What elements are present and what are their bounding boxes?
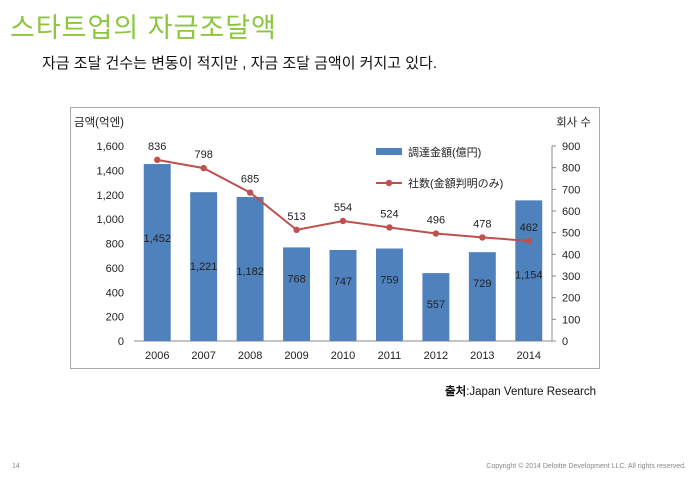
page-number: 14	[12, 463, 20, 470]
source-separator: :	[466, 386, 470, 398]
x-tick-label: 2007	[191, 350, 215, 362]
y-tick-label: 800	[106, 239, 124, 251]
y2-tick-label: 900	[562, 141, 580, 153]
bar-2006	[143, 164, 171, 341]
bar-2012	[422, 273, 450, 341]
bar-value-label: 1,154	[515, 269, 543, 281]
bar-2014	[515, 200, 543, 341]
bar-value-label: 1,452	[143, 233, 171, 245]
line-value-label: 478	[473, 218, 491, 230]
x-tick-label: 2014	[517, 350, 541, 362]
bar-value-label: 768	[287, 273, 305, 285]
legend-bar-label: 調達金額(億円)	[408, 145, 481, 159]
y-tick-label: 1,000	[96, 214, 124, 226]
x-tick-label: 2011	[378, 350, 402, 362]
x-tick-label: 2009	[284, 350, 308, 362]
y-tick-label: 1,600	[96, 141, 124, 153]
x-tick-label: 2012	[424, 350, 448, 362]
legend-line-label: 社数(金額判明のみ)	[408, 176, 503, 190]
line-value-label: 462	[520, 222, 538, 234]
legend-bar-swatch	[376, 148, 402, 155]
bar-value-label: 1,221	[190, 261, 218, 273]
copyright-notice: Copyright © 2014 Deloitte Development LL…	[486, 463, 686, 470]
bar-value-label: 759	[380, 274, 398, 286]
y2-tick-label: 200	[562, 293, 580, 305]
y2-tick-label: 300	[562, 271, 580, 283]
y2-tick-label: 600	[562, 206, 580, 218]
bar-2009	[283, 247, 311, 341]
source-text: Japan Venture Research	[469, 386, 596, 398]
line-value-label: 496	[427, 215, 445, 227]
y2-tick-label: 800	[562, 163, 580, 175]
source-note: 출처:Japan Venture Research	[445, 383, 596, 399]
line-point-2007	[200, 164, 207, 172]
line-point-2009	[293, 226, 300, 234]
bar-2013	[468, 252, 496, 341]
bar-value-label: 1,182	[236, 266, 264, 278]
bar-2007	[190, 192, 218, 341]
line-point-2014	[525, 237, 532, 245]
y2-tick-label: 0	[562, 336, 568, 348]
line-point-2011	[386, 224, 393, 231]
bar-value-label: 729	[473, 278, 491, 290]
y2-tick-label: 400	[562, 249, 580, 261]
y-tick-label: 400	[106, 287, 124, 299]
funding-chart: 금액(억엔) 회사 수 0 200 400 600 800 1,000 1,200 1,400 1,…	[74, 116, 591, 362]
y-tick-label: 1,400	[96, 165, 124, 177]
y-tick-label: 600	[106, 263, 124, 275]
y2-axis-title: 회사 수	[556, 116, 591, 129]
line-value-label: 524	[380, 208, 398, 220]
x-tick-label: 2013	[470, 350, 494, 362]
line-value-label: 798	[194, 149, 212, 161]
bar-2010	[329, 249, 357, 341]
chart-frame: 금액(억엔) 회사 수 0 200 400 600 800 1,000 1,200 1,400 1,…	[70, 107, 600, 369]
source-label: 출처	[445, 386, 467, 398]
line-point-2012	[432, 230, 440, 237]
bar-value-label: 557	[427, 299, 445, 311]
y-tick-label: 0	[118, 336, 124, 348]
line-point-2010	[339, 217, 347, 225]
y-axis-title: 금액(억엔)	[74, 116, 124, 129]
line-value-label: 513	[287, 211, 305, 223]
bar-2011	[375, 248, 403, 341]
legend-line-marker	[385, 179, 393, 187]
y2-tick-label: 700	[562, 184, 580, 196]
line-value-label: 685	[241, 174, 259, 186]
slide-subtitle: 자금 조달 건수는 변동이 적지만 , 자금 조달 금액이 커지고 있다.	[42, 55, 438, 72]
x-tick-label: 2008	[238, 350, 262, 362]
line-point-2013	[479, 234, 486, 241]
line-value-label: 554	[334, 202, 352, 214]
line-point-2008	[246, 189, 254, 196]
y-tick-label: 200	[106, 312, 124, 324]
y2-tick-label: 100	[562, 314, 580, 326]
bar-2008	[236, 196, 264, 341]
line-value-label: 836	[148, 141, 166, 153]
y-tick-label: 1,200	[96, 190, 124, 202]
slide-title: 스타트업의 자금조달액	[10, 13, 277, 43]
x-tick-label: 2006	[145, 350, 169, 362]
line-point-2006	[154, 156, 161, 164]
x-tick-label: 2010	[331, 350, 355, 362]
bar-value-label: 747	[334, 276, 352, 288]
y2-tick-label: 500	[562, 228, 580, 240]
